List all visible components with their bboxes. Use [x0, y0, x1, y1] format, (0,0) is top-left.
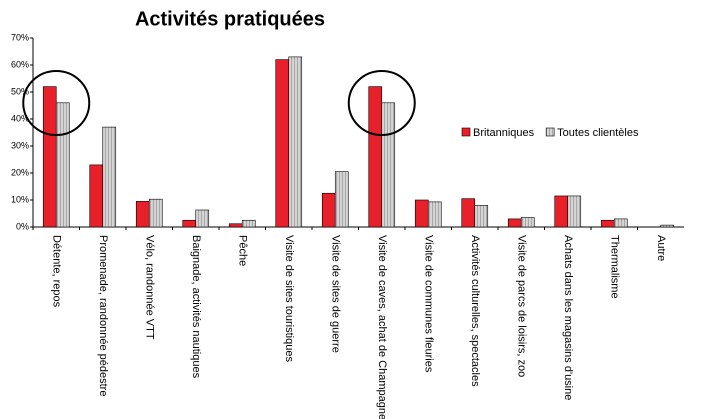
x-tick-label: Pêche [236, 235, 248, 266]
bar [228, 223, 243, 228]
bar [600, 219, 615, 228]
legend-swatch [545, 127, 555, 137]
x-tick-label: Visite de caves, achat de Champagne [376, 235, 388, 419]
bar [474, 205, 489, 228]
chart-title: Activités pratiquées [135, 8, 325, 30]
bar [520, 217, 535, 228]
bar [334, 171, 349, 228]
y-tick-label: 40% [11, 113, 29, 123]
y-tick-label: 30% [11, 140, 29, 150]
bar [461, 198, 476, 228]
highlight-ellipse [347, 70, 416, 136]
bar [275, 59, 290, 228]
x-tick-label: Visite de parcs de loisirs, zoo [515, 235, 527, 377]
y-tick-label: 0% [16, 221, 29, 231]
bar [368, 86, 383, 228]
bar [613, 218, 628, 228]
bar [554, 195, 569, 228]
y-tick-label: 10% [11, 194, 29, 204]
bar [414, 199, 429, 228]
x-tick-label: Achats dans les magasins d'usine [562, 235, 574, 400]
bar [567, 195, 582, 228]
bar [321, 192, 336, 228]
bar [42, 86, 57, 228]
x-tick-label: Visite de sites touristiques [283, 235, 295, 362]
x-tick-label: Visite de sites de guerre [329, 235, 341, 353]
legend-label: Britanniques [473, 127, 535, 139]
bar [288, 56, 303, 228]
y-tick-label: 70% [11, 32, 29, 42]
x-tick-label: Visite de communes fleuries [422, 235, 434, 373]
bar [427, 201, 442, 228]
bar [381, 102, 396, 228]
x-tick-label: Vélo, randonnée VTT [143, 235, 155, 340]
x-tick-label: Activités culturelles, spectacles [469, 235, 481, 387]
highlight-ellipse [22, 70, 91, 136]
bar [55, 102, 70, 228]
x-tick-label: Thermalisme [608, 235, 620, 299]
y-tick-label: 50% [11, 86, 29, 96]
bar [102, 126, 117, 228]
legend-swatch [461, 127, 471, 137]
bar [135, 201, 150, 228]
y-tick-label: 60% [11, 59, 29, 69]
x-tick-label: Promenade, randonnée pédestre [97, 235, 109, 396]
bar [507, 218, 522, 228]
y-tick-label: 20% [11, 167, 29, 177]
bar [660, 224, 675, 228]
x-tick-label: Autre [655, 235, 667, 261]
x-tick-label: Détente, repos [50, 235, 62, 308]
x-tick-label: Baignade, activités nautiques [190, 235, 202, 379]
legend-label: Toutes clientèles [557, 127, 639, 139]
bar [89, 164, 104, 228]
bar [241, 219, 256, 228]
bar [182, 219, 197, 228]
bar [148, 198, 163, 228]
bar [195, 209, 210, 228]
